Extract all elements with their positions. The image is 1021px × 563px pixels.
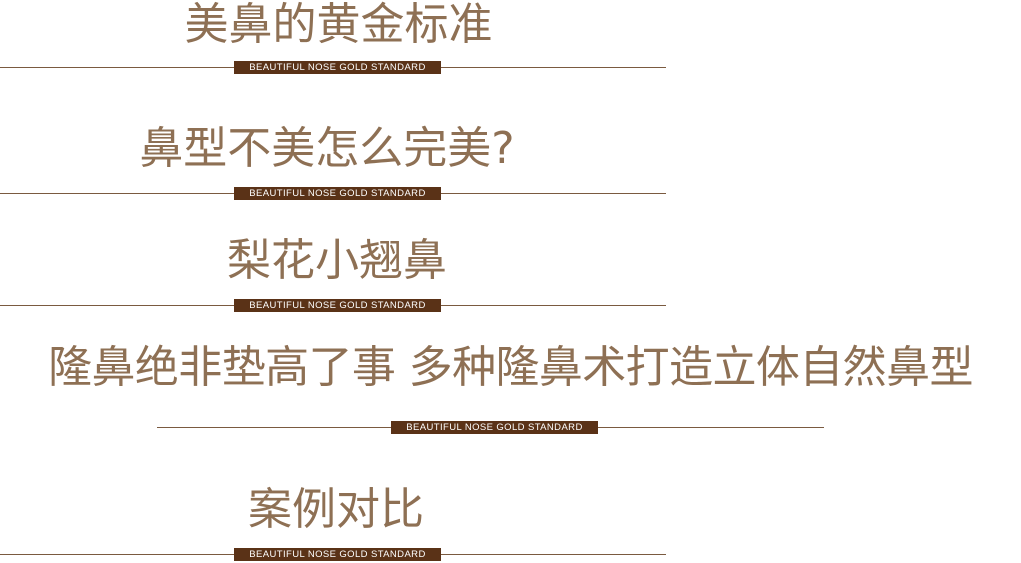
section-badge: BEAUTIFUL NOSE GOLD STANDARD [234, 61, 441, 74]
section-title-case-comparison: 案例对比 [248, 484, 424, 535]
section-badge: BEAUTIFUL NOSE GOLD STANDARD [234, 187, 441, 200]
section-badge: BEAUTIFUL NOSE GOLD STANDARD [234, 548, 441, 561]
section-badge: BEAUTIFUL NOSE GOLD STANDARD [234, 299, 441, 312]
section-badge: BEAUTIFUL NOSE GOLD STANDARD [391, 421, 598, 434]
section-title-gold-standard: 美鼻的黄金标准 [184, 0, 493, 50]
section-title-pear-blossom-nose: 梨花小翘鼻 [227, 235, 447, 286]
section-title-nose-improve: 鼻型不美怎么完美? [139, 123, 515, 174]
section-title-rhinoplasty-methods: 隆鼻绝非垫高了事 多种隆鼻术打造立体自然鼻型 [48, 342, 973, 393]
